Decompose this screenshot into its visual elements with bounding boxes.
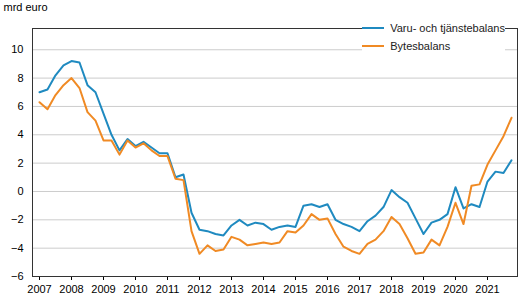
svg-text:mrd euro: mrd euro — [4, 1, 48, 13]
svg-text:−2: −2 — [11, 213, 24, 225]
html-text:Varu- och tjänstebalans: Varu- och tjänstebalans — [390, 22, 505, 34]
svg-text:4: 4 — [17, 128, 23, 140]
svg-text:2021: 2021 — [475, 283, 499, 295]
svg-text:−4: −4 — [11, 242, 24, 254]
svg-text:8: 8 — [17, 72, 23, 84]
svg-text:2010: 2010 — [123, 283, 147, 295]
svg-text:2017: 2017 — [347, 283, 371, 295]
svg-text:2018: 2018 — [379, 283, 403, 295]
svg-text:2007: 2007 — [27, 283, 51, 295]
svg-text:2014: 2014 — [251, 283, 275, 295]
svg-text:6: 6 — [17, 100, 23, 112]
svg-text:2016: 2016 — [315, 283, 339, 295]
svg-text:2015: 2015 — [283, 283, 307, 295]
svg-text:−6: −6 — [11, 270, 24, 282]
svg-text:2020: 2020 — [443, 283, 467, 295]
svg-text:2019: 2019 — [411, 283, 435, 295]
svg-text:2: 2 — [17, 157, 23, 169]
svg-text:2008: 2008 — [59, 283, 83, 295]
svg-text:10: 10 — [11, 43, 23, 55]
svg-text:2013: 2013 — [219, 283, 243, 295]
svg-text:2012: 2012 — [187, 283, 211, 295]
svg-text:0: 0 — [17, 185, 23, 197]
html-text:Bytesbalans: Bytesbalans — [390, 40, 451, 52]
svg-text:2011: 2011 — [156, 283, 180, 295]
svg-text:2009: 2009 — [91, 283, 115, 295]
